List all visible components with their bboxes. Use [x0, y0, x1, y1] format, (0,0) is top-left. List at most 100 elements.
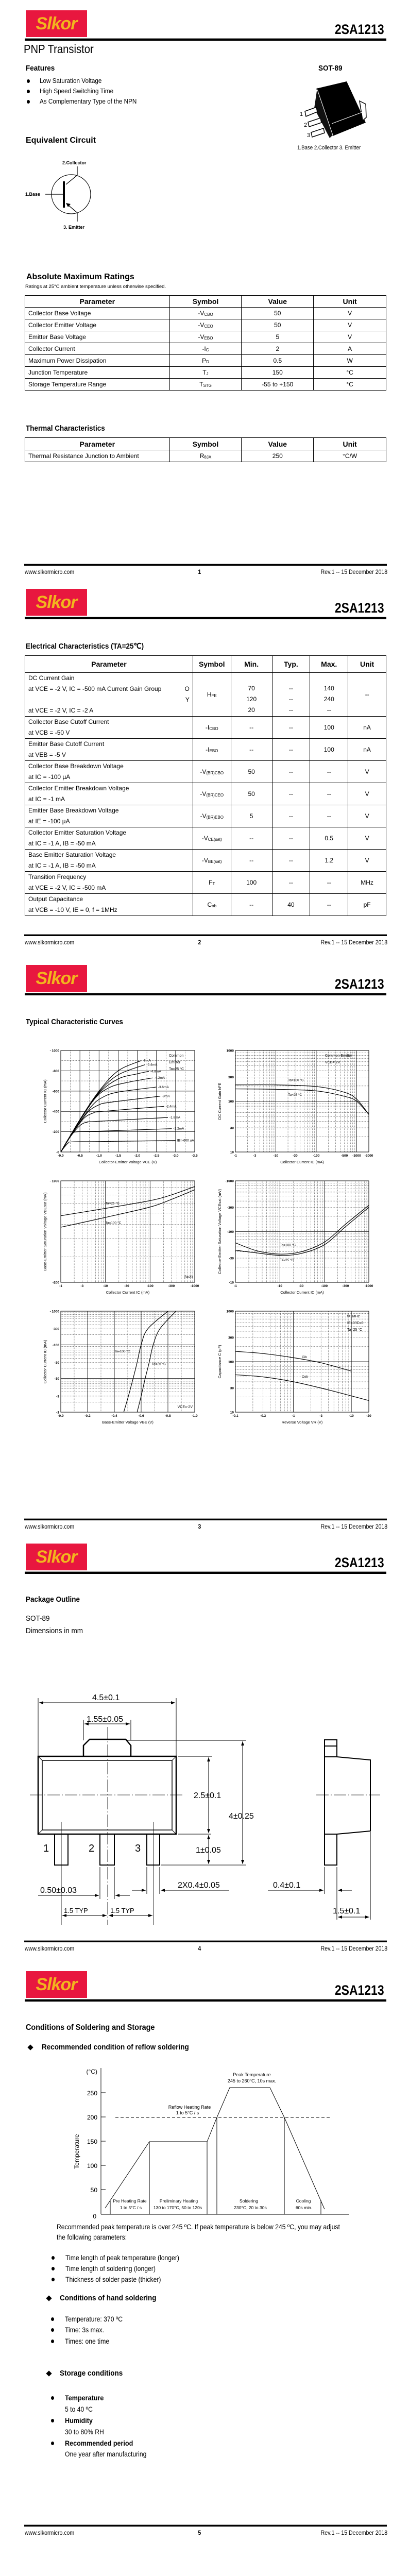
chart-annotation: Common Emitter [325, 1054, 352, 1058]
dim-pitch: 1.5 TYP [64, 1907, 88, 1914]
symbol-cell: -IEBO [192, 738, 231, 761]
phase-detail: 230°C, 20 to 30s [234, 2205, 266, 2210]
parameter-cell: Junction Temperature [25, 366, 170, 379]
typ-cell: -- [271, 827, 311, 850]
emitter-label: 3. Emitter [63, 225, 85, 230]
x-tick-label: -1 [234, 1284, 237, 1288]
max-cell: -- [310, 871, 349, 894]
x-tick-label: -30 [293, 1154, 298, 1158]
hand-item: Time: 3s max. [65, 2326, 105, 2334]
dim-side-depth: 1.5±0.1 [333, 1907, 360, 1916]
column-header: Value [241, 295, 314, 308]
y-axis-label: Capacitance C (pF) [217, 1345, 222, 1379]
symbol: -V [198, 333, 204, 341]
param-line: at VCB = -10 V, IE = 0, f = 1MHz [28, 906, 117, 913]
y-tick-label: -30 [55, 1361, 60, 1365]
package-title: SOT-89 [318, 64, 343, 73]
max-cell: 140 240 -- [310, 672, 349, 717]
max-cell: 100 [310, 716, 349, 739]
series-label: Cib [302, 1355, 307, 1359]
series-label: Ta=100 °C [114, 1349, 130, 1353]
parameter-cell: Emitter Base Cutoff Current at VEB = -5 V [25, 738, 193, 761]
symbol-sub: (BR)CEO [206, 793, 224, 798]
dim-pitch: 1.5 TYP [110, 1907, 134, 1914]
part-number: 2SA1213 [335, 600, 384, 616]
bullet-icon [52, 2278, 55, 2281]
page-number: 1 [198, 568, 201, 575]
x-tick-label: -0.6 [138, 1414, 144, 1418]
x-axis-label: Collector Current IC (mA) [106, 1290, 150, 1295]
series-label: -3.6mA [158, 1086, 169, 1089]
min-cell: -- [230, 827, 272, 850]
thermal-table: Parameter Symbol Value Unit Thermal Resi… [25, 437, 386, 462]
electrical-title: Electrical Characteristics (TA=25℃) [26, 642, 144, 651]
x-tick-label: -1.0 [96, 1154, 103, 1158]
table-row: Emitter Base Voltage -VEBO 5 V [25, 331, 386, 343]
pinout-label: 1.Base 2.Collector 3. Emitter [297, 145, 361, 151]
phase-label: Pre Heating Rate [113, 2198, 146, 2204]
symbol-cell: -VCBO [169, 307, 242, 319]
y-axis-label: Collector Current IC (mA) [43, 1340, 47, 1383]
bullet-icon [51, 2396, 54, 2400]
max-cell: 100 [310, 738, 349, 761]
symbol-cell: -V(BR)CBO [192, 760, 231, 783]
page-4: Slkor 2SA1213 Package Outline SOT-89 Dim… [0, 1533, 409, 1961]
column-header: Parameter [25, 295, 170, 308]
unit-cell: nA [348, 716, 386, 739]
series-line [235, 1084, 369, 1115]
column-header: Unit [348, 655, 386, 673]
reflow-note: Recommended peak temperature is over 245… [57, 2223, 340, 2231]
unit-cell: V [313, 319, 386, 331]
x-tick-label: -300 [168, 1284, 175, 1288]
table-header-row: Parameter Symbol Value Unit [25, 295, 386, 308]
page-number: 4 [198, 1945, 201, 1952]
min-cell: -- [230, 849, 272, 872]
min-cell: -- [230, 893, 272, 916]
unit-cell: nA [348, 738, 386, 761]
y-tick-label: 250 [87, 2090, 97, 2097]
parameter-cell: Storage Temperature Range [25, 378, 170, 391]
dim-width: 4.5±0.1 [92, 1693, 120, 1702]
dim-lead-width: 2X0.4±0.05 [178, 1881, 220, 1890]
symbol-cell: TJ [169, 366, 242, 379]
series-line [60, 1060, 142, 1153]
table-header-row: Parameter Symbol Value Unit [25, 437, 386, 450]
series-line [60, 1117, 168, 1153]
storage-value: 30 to 80% RH [65, 2428, 104, 2436]
symbol-cell: -VCE(sat) [192, 827, 231, 850]
unit-cell: W [313, 354, 386, 367]
x-tick-label: -500 [341, 1154, 348, 1158]
param-line: DC Current Gain [28, 674, 75, 682]
series-line [123, 1311, 168, 1413]
symbol-sub: J [206, 371, 209, 376]
x-axis-label: Reverse Voltage VR (V) [282, 1420, 323, 1425]
x-tick-label: -20 [366, 1414, 371, 1418]
table-row: Emitter Base Breakdown Voltage at IE = -1… [25, 805, 386, 827]
series-line [60, 1064, 145, 1153]
y-tick-label: -400 [53, 1110, 59, 1114]
footer-revision: Rev.1 -- 15 December 2018 [320, 1523, 387, 1530]
column-header: Unit [313, 437, 386, 450]
x-tick-label: -0.8 [165, 1414, 171, 1418]
package-name: SOT-89 [26, 1614, 50, 1623]
symbol-cell: -V(BR)EBO [192, 805, 231, 827]
param-line: at VCE = -2 V, IC = -500 mA Current Gain… [28, 685, 162, 692]
storage-value: 5 to 40 ºC [65, 2405, 93, 2413]
column-header: Symbol [169, 295, 242, 308]
column-header: Symbol [169, 437, 242, 450]
y-tick-label: 200 [87, 2114, 97, 2121]
x-tick-label: -1000 [352, 1154, 361, 1158]
y-tick-label: -300 [53, 1328, 59, 1331]
column-header: Parameter [25, 437, 170, 450]
parameter-cell: Collector Base Voltage [25, 307, 170, 319]
parameter-cell: Maximum Power Dissipation [25, 354, 170, 367]
typ-cell: -- [271, 849, 311, 872]
symbol: -I [205, 724, 210, 731]
min-cell: 50 [230, 760, 272, 783]
hand-soldering-title: Conditions of hand soldering [60, 2294, 157, 2302]
unit-cell: V [313, 331, 386, 343]
header-rule [25, 993, 386, 995]
y-axis-label: Collector Current IC (mA) [43, 1079, 47, 1123]
x-tick-label: -3 [319, 1414, 322, 1418]
param-line: at VCE = -2 V, IC = -2 A [28, 707, 94, 714]
